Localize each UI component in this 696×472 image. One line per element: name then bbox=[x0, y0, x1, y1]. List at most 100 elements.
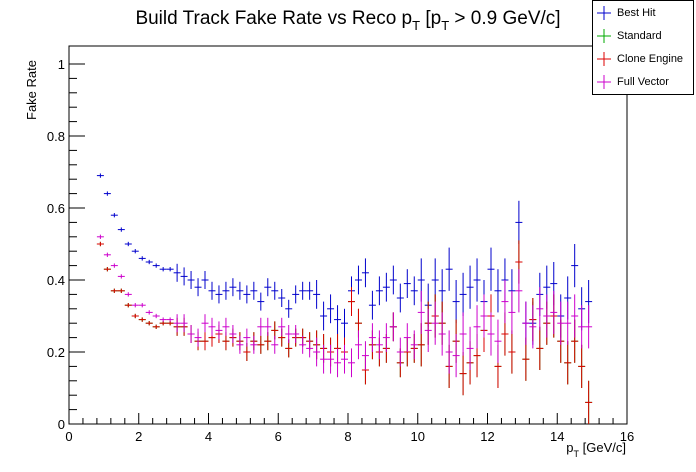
data-point bbox=[103, 252, 111, 257]
legend-label-best-hit: Best Hit bbox=[617, 7, 656, 19]
data-point bbox=[348, 287, 355, 316]
data-point bbox=[313, 337, 321, 367]
y-tick-label: 0.4 bbox=[47, 273, 65, 288]
data-point bbox=[438, 312, 446, 356]
legend-item-clone-engine: Clone Engine bbox=[593, 48, 693, 71]
data-point bbox=[159, 317, 167, 322]
data-point bbox=[138, 303, 146, 308]
x-tick-label: 4 bbox=[205, 429, 212, 444]
data-point bbox=[578, 344, 586, 388]
data-point bbox=[124, 292, 132, 297]
data-point bbox=[334, 348, 342, 378]
data-point bbox=[452, 280, 460, 324]
data-point bbox=[445, 330, 453, 374]
x-tick-label: 6 bbox=[275, 429, 282, 444]
data-point bbox=[138, 317, 146, 322]
data-point bbox=[382, 272, 390, 302]
data-point bbox=[278, 317, 286, 336]
legend-label-standard: Standard bbox=[617, 30, 662, 42]
data-point bbox=[299, 335, 307, 354]
data-point bbox=[473, 305, 481, 349]
data-point bbox=[361, 341, 369, 370]
data-point bbox=[452, 334, 460, 378]
data-point bbox=[208, 281, 216, 300]
data-point bbox=[222, 317, 230, 336]
data-point bbox=[166, 317, 174, 322]
data-point bbox=[292, 325, 300, 343]
data-point bbox=[529, 305, 537, 349]
data-point bbox=[334, 305, 342, 334]
data-point bbox=[473, 258, 481, 302]
data-point bbox=[515, 269, 523, 313]
data-point bbox=[145, 259, 153, 265]
data-point bbox=[166, 267, 174, 272]
data-point bbox=[229, 325, 237, 343]
x-tick-label: 12 bbox=[480, 429, 494, 444]
data-point bbox=[459, 312, 467, 356]
data-point bbox=[131, 313, 139, 319]
data-point bbox=[459, 352, 467, 396]
data-point bbox=[487, 312, 495, 356]
data-point bbox=[96, 241, 104, 247]
data-point bbox=[501, 280, 509, 324]
x-tick-label: 0 bbox=[65, 429, 72, 444]
data-point bbox=[152, 263, 160, 268]
y-tick-label: 0.6 bbox=[47, 201, 65, 216]
data-point bbox=[194, 328, 202, 347]
data-point bbox=[96, 173, 104, 178]
data-point bbox=[250, 335, 258, 354]
data-point bbox=[410, 276, 418, 306]
data-point bbox=[285, 325, 293, 343]
data-point bbox=[110, 288, 118, 293]
data-point bbox=[431, 301, 439, 345]
data-point bbox=[341, 344, 348, 374]
legend-marker-full-vector bbox=[597, 75, 611, 89]
data-point bbox=[124, 303, 132, 308]
y-tick-label: 0 bbox=[58, 417, 65, 432]
data-point bbox=[271, 335, 279, 354]
data-point bbox=[348, 348, 355, 378]
data-point bbox=[375, 330, 383, 360]
data-point bbox=[327, 294, 335, 324]
data-point bbox=[417, 290, 425, 334]
data-point bbox=[536, 326, 544, 370]
legend-item-standard: Standard bbox=[593, 25, 693, 48]
chart-title: Build Track Fake Rate vs Reco pT [pT > 0… bbox=[135, 8, 560, 33]
legend-marker-clone-engine bbox=[597, 52, 611, 66]
data-point bbox=[320, 344, 328, 374]
data-point bbox=[264, 278, 272, 297]
data-point bbox=[487, 247, 495, 291]
series-full-vector bbox=[96, 234, 593, 378]
data-point bbox=[571, 294, 579, 338]
x-tick-label: 8 bbox=[344, 429, 351, 444]
data-point bbox=[201, 314, 209, 333]
data-point bbox=[180, 267, 188, 286]
data-point bbox=[306, 339, 314, 358]
legend: Best Hit Standard Clone Engine Full Vect… bbox=[592, 0, 694, 95]
data-point bbox=[585, 305, 593, 349]
data-point bbox=[208, 317, 216, 336]
data-point bbox=[424, 308, 432, 352]
data-point bbox=[327, 344, 335, 374]
y-tick-label: 0.8 bbox=[47, 129, 65, 144]
data-point bbox=[410, 330, 418, 360]
data-point bbox=[341, 308, 348, 338]
data-point bbox=[110, 213, 118, 218]
data-point bbox=[110, 263, 118, 268]
y-tick-label: 1 bbox=[58, 57, 65, 72]
data-point bbox=[103, 191, 111, 196]
data-point bbox=[117, 288, 125, 293]
data-point bbox=[494, 269, 502, 313]
legend-item-best-hit: Best Hit bbox=[593, 2, 693, 25]
data-point bbox=[515, 200, 523, 244]
data-point bbox=[382, 323, 390, 352]
data-point bbox=[201, 332, 209, 351]
data-point bbox=[257, 335, 265, 354]
data-point bbox=[152, 313, 160, 319]
data-point bbox=[103, 267, 111, 272]
data-point bbox=[229, 278, 237, 297]
data-point bbox=[313, 280, 321, 309]
data-point bbox=[361, 258, 369, 288]
data-point bbox=[522, 301, 530, 345]
